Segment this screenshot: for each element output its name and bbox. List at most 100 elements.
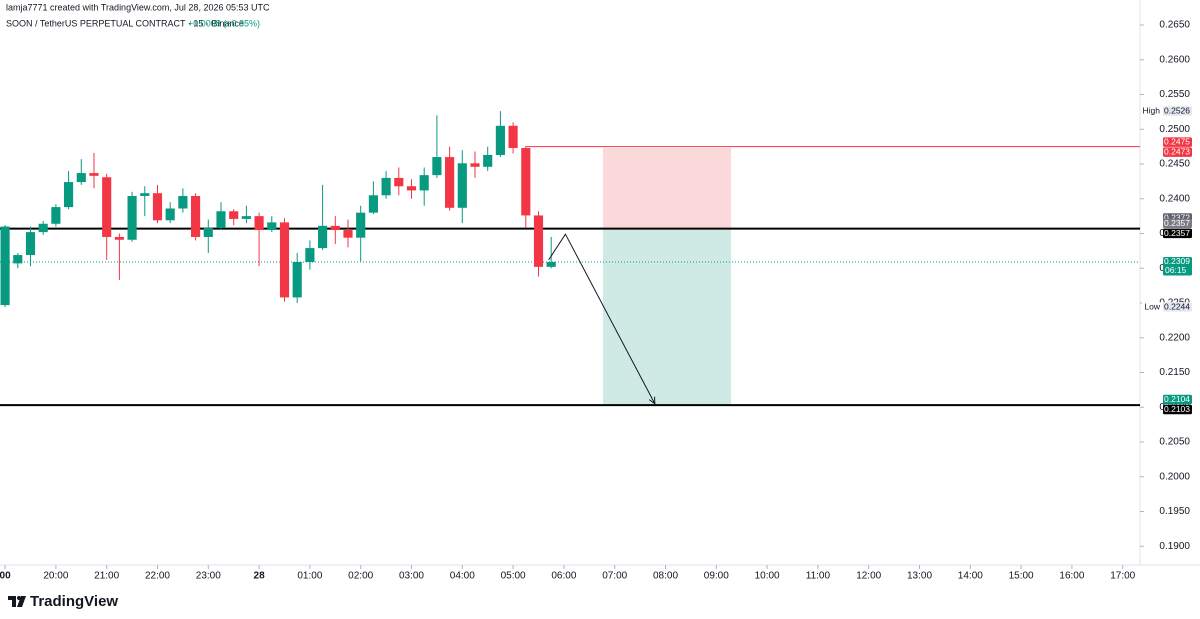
candle-body (279, 222, 290, 298)
price-label-bg (1163, 147, 1192, 157)
candle-body (25, 232, 36, 256)
candle-body (165, 208, 175, 221)
x-tick-label: 02:00 (348, 571, 373, 582)
x-tick-label: 20:00 (43, 571, 68, 582)
y-tick-label: 0.2150 (1159, 367, 1190, 378)
candle-body (406, 186, 417, 191)
countdown: 06:15 (1165, 265, 1187, 275)
price-label-bg (1163, 228, 1192, 239)
legend-bg (0, 0, 600, 32)
x-tick-label: 11:00 (806, 571, 831, 582)
candle-body (343, 230, 353, 238)
logo-icon (8, 596, 26, 607)
candle-body (292, 261, 302, 298)
candle-body (457, 163, 467, 208)
y-tick-label: 0.2200 (1159, 332, 1190, 343)
candle-body (318, 225, 328, 249)
candle-body (216, 211, 226, 228)
y-tick-label: 0.1900 (1159, 541, 1190, 552)
candle-body (140, 193, 150, 196)
price-label: 0.2357 (1164, 228, 1190, 238)
candle-body (470, 163, 480, 167)
x-tick-label: 14:00 (958, 571, 983, 582)
candle-body (64, 182, 74, 208)
candle-body (356, 212, 366, 238)
candle-body (445, 157, 455, 208)
candle-body (432, 157, 442, 176)
candle-body (89, 173, 99, 176)
price-label-bg (1163, 218, 1192, 229)
candle-body (152, 193, 163, 221)
candle-body (76, 173, 86, 183)
price-label-bg (1163, 394, 1192, 405)
arrow-head (648, 396, 656, 405)
x-tick-label: 07:00 (602, 571, 627, 582)
stop-zone (603, 148, 732, 229)
symbol-title: SOON / TetherUS PERPETUAL CONTRACT · 15 … (6, 18, 244, 28)
y-tick-label: 0.2400 (1159, 193, 1190, 204)
price-label: 0.2473 (1164, 147, 1190, 157)
y-tick-label: 0.2500 (1159, 124, 1190, 135)
price-change: +0.0008 (+0.35%) (188, 18, 260, 28)
x-tick-label: 17:00 (1110, 571, 1135, 582)
y-tick-label: 0.2450 (1159, 159, 1190, 170)
x-tick-label: 00 (0, 571, 11, 582)
target-zone (603, 228, 732, 405)
candle-body (483, 154, 493, 167)
price-label-bg (1163, 106, 1192, 116)
price-label-bg (1163, 137, 1192, 147)
logo-dot (17, 596, 21, 600)
price-label: 0.2309 (1164, 256, 1190, 266)
x-tick-label: 06:00 (551, 571, 576, 582)
brand: TradingView (30, 593, 118, 610)
x-tick-label: 04:00 (450, 571, 475, 582)
x-tick-label: 01:00 (297, 571, 322, 582)
x-tick-label: 15:00 (1009, 571, 1034, 582)
y-tick-label: 0.2050 (1159, 437, 1190, 448)
x-tick-label: 28 (254, 571, 266, 582)
x-tick-label: 21:00 (94, 571, 119, 582)
price-label: 0.2372 (1164, 212, 1190, 222)
candle-body (419, 175, 429, 191)
candle-body (368, 195, 378, 213)
candle-body (102, 177, 112, 237)
price-tag-bg (1142, 106, 1163, 116)
x-tick-label: 08:00 (653, 571, 678, 582)
price-label: 0.2103 (1164, 404, 1190, 414)
candle-body (241, 216, 251, 219)
candle-body (0, 226, 10, 306)
candle-body (13, 255, 23, 264)
x-tick-label: 16:00 (1059, 571, 1084, 582)
y-tick-label: 0.2600 (1159, 54, 1190, 65)
price-label-bg (1163, 302, 1192, 312)
credit: lamja7771 created with TradingView.com, … (6, 2, 270, 12)
price-label: 0.2526 (1164, 105, 1190, 115)
price-tag: High (1143, 105, 1161, 115)
axes: 0.2650 0.2600 0.2550 0.2500 0.2450 0.2400 0.23… (0, 20, 1192, 582)
price-label: 0.2244 (1164, 301, 1190, 311)
x-tick-label: 12:00 (856, 571, 881, 582)
candle-body (51, 207, 61, 224)
price-label: 0.2475 (1164, 137, 1190, 147)
x-tick-label: 13:00 (907, 571, 932, 582)
candle-body (533, 215, 544, 267)
candle-body (394, 177, 404, 187)
candle-body (508, 125, 518, 149)
candle-body (254, 216, 264, 231)
logo: TradingView (8, 593, 118, 610)
candle-body (546, 261, 556, 267)
price-label: 0.2357 (1164, 218, 1190, 228)
candle-body (229, 211, 239, 219)
candle-body (305, 248, 315, 262)
arrow-line (548, 233, 656, 405)
x-tick-label: 05:00 (501, 571, 526, 582)
x-tick-label: 23:00 (196, 571, 221, 582)
candle-body (267, 222, 277, 231)
candle-body (191, 195, 201, 237)
price-label-bg (1163, 256, 1192, 276)
candle-body (521, 148, 531, 216)
y-tick-label: 0.1950 (1159, 506, 1190, 517)
candle-body (203, 227, 213, 237)
price-tag-bg (1142, 302, 1163, 312)
